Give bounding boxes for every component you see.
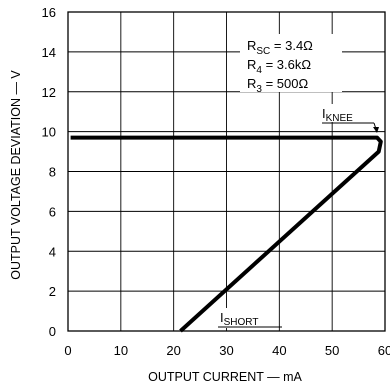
x-tick-label: 20 [166, 343, 180, 358]
y-tick-label: 0 [49, 324, 56, 339]
y-tick-label: 16 [42, 5, 56, 20]
plot-frame [67, 11, 386, 332]
x-tick-label: 10 [114, 343, 128, 358]
y-tick-label: 2 [49, 284, 56, 299]
param-r4: R4 = 3.6kΩ [247, 57, 311, 76]
x-tick-labels: 0 10 20 30 40 50 60 [64, 343, 390, 358]
y-tick-label: 4 [49, 244, 56, 259]
x-tick-label: 50 [325, 343, 339, 358]
x-tick-label: 0 [64, 343, 71, 358]
knee-arrowhead [373, 127, 379, 133]
parameter-legend: RSC = 3.4Ω R4 = 3.6kΩ R3 = 500Ω [240, 34, 342, 95]
knee-label: IKNEE [322, 106, 353, 124]
param-rsc: RSC = 3.4Ω [247, 38, 313, 57]
y-tick-labels: 0 2 4 6 8 10 12 14 16 [42, 5, 56, 339]
short-label: ISHORT [220, 310, 258, 328]
series-line-0 [70, 135, 383, 333]
y-tick-label: 6 [49, 204, 56, 219]
y-tick-label: 8 [49, 165, 56, 180]
series [70, 135, 383, 333]
param-r3: R3 = 500Ω [247, 76, 308, 95]
y-tick-label: 10 [42, 125, 56, 140]
y-tick-label: 12 [42, 85, 56, 100]
x-tick-label: 40 [272, 343, 286, 358]
y-axis-label: OUTPUT VOLTAGE DEVIATION — V [9, 70, 23, 280]
x-axis-label: OUTPUT CURRENT — mA [148, 370, 302, 384]
knee-annotation: IKNEE [320, 104, 379, 133]
short-annotation: ISHORT [212, 308, 282, 328]
y-tick-label: 14 [42, 45, 56, 60]
x-tick-label: 60 [378, 343, 390, 358]
x-tick-label: 30 [219, 343, 233, 358]
